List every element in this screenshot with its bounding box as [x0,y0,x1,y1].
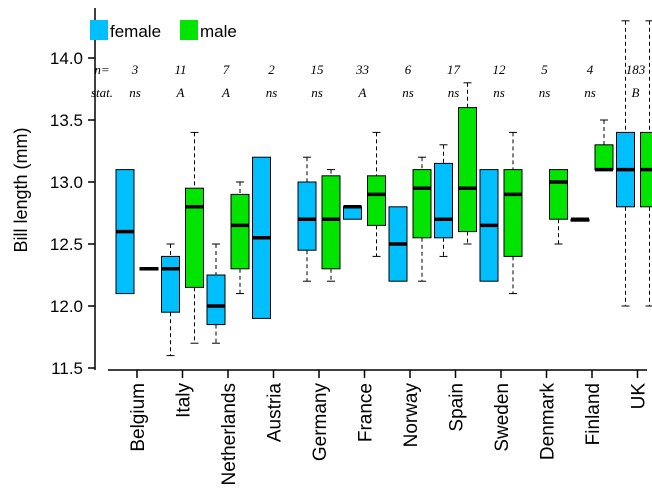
legend: female male [90,20,237,41]
male-box-denmark-box [549,169,568,220]
stat-value-germany: ns [311,85,323,100]
male-box-uk [640,20,652,307]
female-box-italy [161,243,180,357]
n-value-denmark: 5 [541,62,548,77]
n-value-spain: 17 [447,62,461,77]
n-value-austria: 2 [268,62,275,77]
stat-value-netherlands: A [221,85,230,100]
male-box-norway [412,156,432,282]
male-box-sweden [503,131,523,295]
female-box-france-box [343,206,362,220]
male-box-denmark [549,169,568,245]
y-tick-label: 12.5 [50,235,83,254]
male-box-spain [458,82,477,245]
male-box-germany [321,169,341,282]
female-box-spain [434,144,453,257]
stat-value-italy: A [176,85,185,100]
male-box-france [367,131,386,257]
female-box-germany [297,156,317,282]
female-box-germany-box [297,181,317,251]
category-label-denmark: Denmark [538,383,559,461]
stat-value-denmark: ns [539,85,551,100]
female-box-spain-box [434,162,453,239]
female-box-netherlands [206,243,226,344]
male-box-belgium [139,267,159,271]
category-label-sweden: Sweden [492,383,513,452]
axes: 11.5 12.0 12.5 13.0 13.5 14.0 Belgium Italy Neth… [50,8,650,485]
female-box-sweden [479,169,499,282]
category-label-france: France [356,383,377,442]
category-label-finland: Finland [583,383,604,445]
stat-value-uk: B [632,85,640,100]
category-label-spain: Spain [447,383,468,432]
y-tick-label: 14.0 [50,49,83,68]
female-box-uk [616,20,635,307]
legend-swatch-male [180,20,198,40]
male-box-norway-box [412,169,432,239]
n-value-sweden: 12 [493,62,507,77]
stat-value-france: A [358,85,367,100]
annotations: n= stat. 3 ns 11 A 7 A 2 ns 15 ns 33 A 6 ns 17 ns 12 ns 5 ns 4… [91,62,646,100]
y-axis-label: Bill length (mm) [11,127,31,252]
male-box-netherlands-box [230,193,250,270]
n-value-norway: 6 [405,62,412,77]
legend-label-female: female [110,22,161,41]
n-value-netherlands: 7 [223,62,230,77]
stat-value-finland: ns [584,85,596,100]
category-label-germany: Germany [310,383,331,462]
female-box-finland [570,217,590,222]
male-box-finland [594,119,614,172]
category-label-uk: UK [629,383,650,410]
stat-value-sweden: ns [493,85,505,100]
female-box-netherlands-box [206,274,226,326]
n-row-label: n= [94,62,109,77]
male-box-france-box [367,175,386,226]
n-value-italy: 11 [174,62,186,77]
male-box-italy [185,131,204,344]
y-tick-label: 11.5 [51,359,83,378]
male-box-sweden-box [503,169,523,257]
category-label-italy: Italy [174,383,195,418]
male-box-italy-box [185,187,204,288]
female-box-italy-box [161,255,180,313]
stat-value-austria: ns [266,85,278,100]
legend-label-male: male [200,22,237,41]
category-label-norway: Norway [401,383,422,448]
male-box-finland-box [594,144,614,171]
category-label-austria: Austria [265,383,286,443]
legend-swatch-female [90,20,108,40]
n-value-germany: 15 [311,62,325,77]
y-tick-label: 13.5 [50,111,83,130]
female-box-belgium [115,169,135,295]
n-value-belgium: 3 [131,62,139,77]
n-value-uk: 183 [626,62,646,77]
y-tick-label: 12.0 [50,297,83,316]
male-box-germany-box [321,175,341,270]
male-box-spain-box [458,107,477,233]
category-label-belgium: Belgium [128,383,149,452]
male-box-netherlands [230,181,250,295]
female-box-norway [388,206,408,282]
stat-value-spain: ns [448,85,460,100]
female-box-france [343,205,362,220]
female-box-austria [252,156,271,319]
stat-value-norway: ns [402,85,414,100]
stat-value-belgium: ns [129,85,141,100]
boxes [115,20,652,357]
n-value-finland: 4 [587,62,594,77]
category-label-netherlands: Netherlands [219,383,240,485]
n-value-france: 33 [355,62,370,77]
stat-row-label: stat. [91,85,113,100]
y-tick-label: 13.0 [50,173,83,192]
